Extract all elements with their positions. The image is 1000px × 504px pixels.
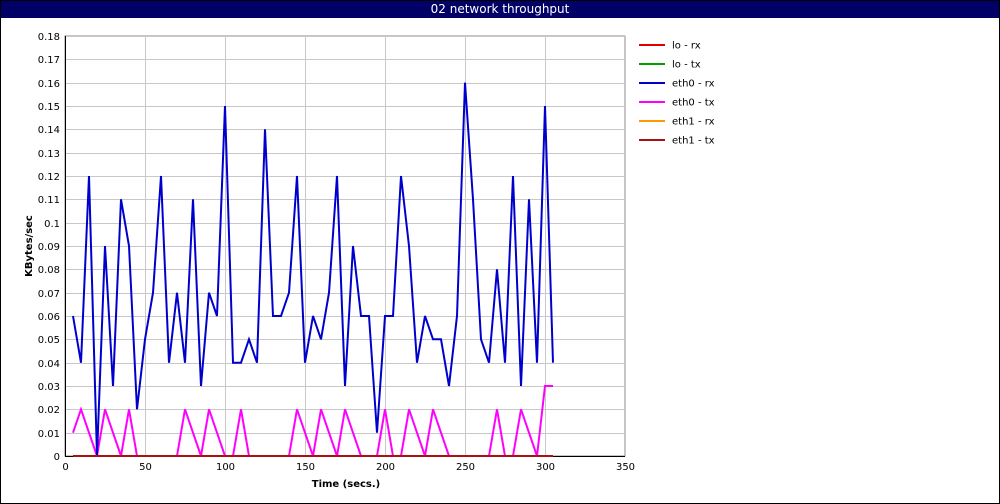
legend-label: eth1 - tx: [672, 136, 715, 147]
plot-lines: [72, 82, 554, 457]
legend-item: eth1 - rx: [639, 117, 715, 128]
x-tick-label: 100: [216, 462, 235, 473]
legend-label: eth1 - rx: [672, 117, 715, 128]
chart-title: 02 network throughput: [1, 1, 999, 18]
y-tick-label: 0.13: [38, 149, 60, 160]
y-tick-label: 0.07: [38, 289, 60, 300]
y-tick-label: 0.03: [38, 382, 60, 393]
legend-label: eth0 - rx: [672, 79, 715, 90]
legend: lo - rx lo - tx eth0 - rx eth0 - tx eth1 - r…: [639, 41, 715, 147]
legend-item: eth0 - rx: [639, 79, 715, 90]
y-tick-label: 0.12: [38, 172, 60, 183]
legend-item: lo - tx: [639, 60, 701, 71]
y-tick-label: 0.17: [38, 55, 60, 66]
y-tick-label: 0.16: [38, 79, 60, 90]
legend-item: lo - rx: [639, 41, 701, 52]
x-axis-ticks: 0 50 100 150 200 250 300 350: [62, 462, 635, 473]
x-tick-label: 350: [616, 462, 635, 473]
legend-label: eth0 - tx: [672, 98, 715, 109]
y-tick-label: 0.06: [38, 312, 60, 323]
y-tick-label: 0: [54, 452, 60, 463]
y-tick-label: 0.1: [44, 219, 60, 230]
legend-item: eth1 - tx: [639, 136, 715, 147]
y-tick-label: 0.15: [38, 102, 60, 113]
legend-label: lo - rx: [672, 41, 701, 52]
y-tick-label: 0.04: [38, 359, 60, 370]
y-axis-ticks: 0 0.01 0.02 0.03 0.04 0.05 0.06 0.07 0.08 0.09 0.1…: [38, 32, 60, 463]
x-tick-label: 150: [296, 462, 315, 473]
x-tick-label: 0: [62, 462, 68, 473]
y-tick-label: 0.02: [38, 405, 60, 416]
x-tick-label: 200: [376, 462, 395, 473]
y-tick-label: 0.18: [38, 32, 60, 43]
y-tick-label: 0.08: [38, 265, 60, 276]
legend-item: eth0 - tx: [639, 98, 715, 109]
legend-label: lo - tx: [672, 60, 701, 71]
y-tick-label: 0.01: [38, 429, 60, 440]
y-tick-label: 0.14: [38, 125, 60, 136]
y-tick-label: 0.11: [38, 195, 60, 206]
x-tick-label: 50: [139, 462, 152, 473]
x-tick-label: 250: [456, 462, 475, 473]
y-tick-label: 0.09: [38, 242, 60, 253]
y-tick-label: 0.05: [38, 335, 60, 346]
series-line-eth0-rx: [72, 82, 554, 457]
x-axis-label: Time (secs.): [312, 479, 381, 490]
x-tick-label: 300: [536, 462, 555, 473]
y-axis-label: KBytes/sec: [24, 215, 35, 277]
